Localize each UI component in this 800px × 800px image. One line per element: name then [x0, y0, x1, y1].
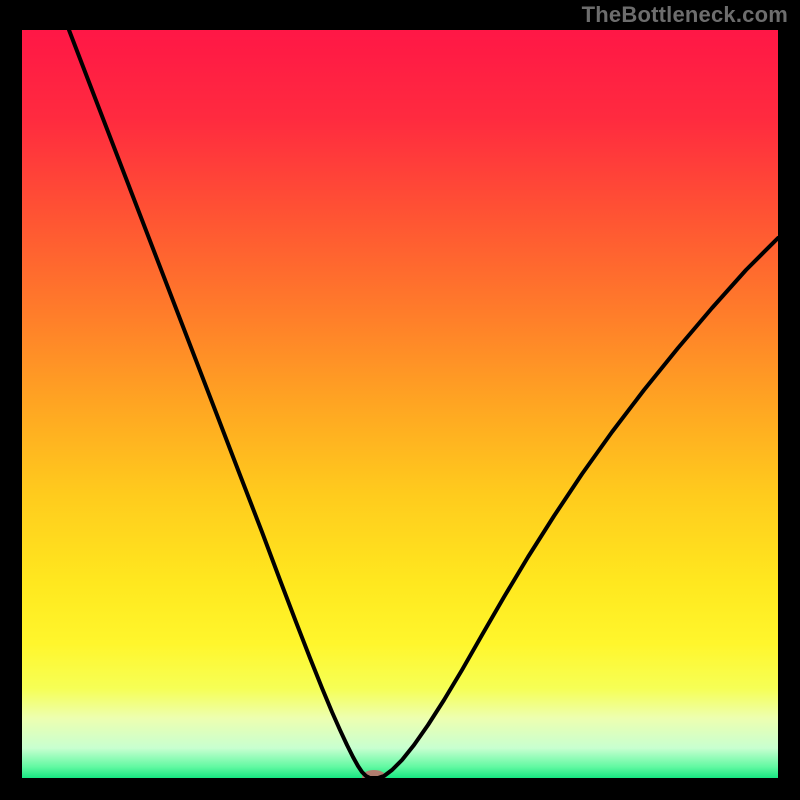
watermark-text: TheBottleneck.com: [582, 2, 788, 28]
curve-layer: [22, 30, 778, 778]
bottom-marker: [362, 770, 386, 778]
bottleneck-curve: [69, 30, 778, 778]
plot-area: [22, 30, 778, 778]
bottleneck-chart: TheBottleneck.com: [0, 0, 800, 800]
gradient-background: [22, 30, 778, 778]
